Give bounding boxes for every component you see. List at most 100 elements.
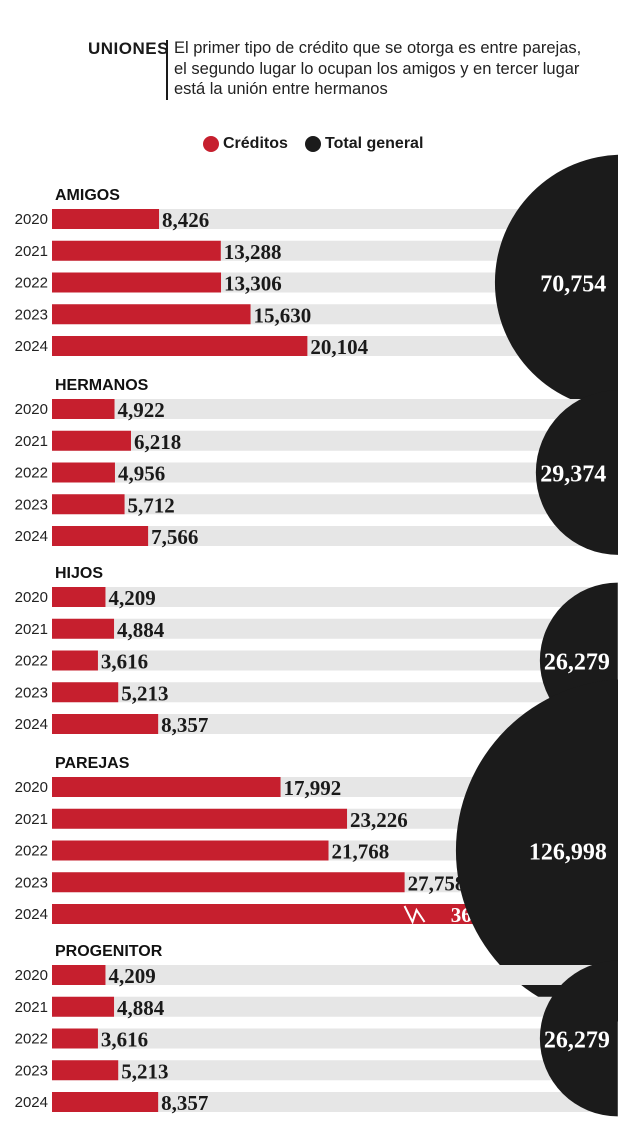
value-label: 13,306 (224, 272, 282, 296)
bar-parejas-2023 (52, 872, 405, 893)
value-label: 5,213 (121, 681, 168, 705)
bar-hermanos-2020 (52, 399, 115, 419)
year-label: 2022 (15, 843, 48, 860)
value-label: 6,218 (134, 430, 181, 454)
total-label: 70,754 (540, 272, 606, 298)
bar-hermanos-2022 (52, 462, 115, 483)
value-label: 5,712 (128, 493, 175, 517)
year-label: 2020 (15, 211, 48, 228)
kicker-divider (166, 40, 168, 100)
total-label: 26,279 (544, 650, 610, 676)
bar-parejas-2020 (52, 777, 281, 797)
value-label: 4,884 (117, 618, 165, 642)
bar-track (52, 714, 610, 734)
year-label: 2024 (15, 716, 48, 733)
bar-hijos-2022 (52, 650, 98, 671)
group-title-hijos: HIJOS (55, 565, 103, 582)
value-label: 5,213 (121, 1059, 168, 1083)
value-label: 15,630 (254, 303, 312, 327)
bar-track (52, 618, 610, 639)
bar-track (52, 682, 610, 703)
bar-amigos-2021 (52, 240, 221, 261)
year-label: 2021 (15, 621, 48, 638)
bar-track (52, 587, 610, 607)
value-label: 4,209 (108, 964, 155, 988)
group-title-hermanos: HERMANOS (55, 377, 149, 394)
axis-break-mark (403, 905, 426, 925)
year-label: 2024 (15, 338, 48, 355)
legend-label-total: Total general (325, 135, 424, 152)
bar-track (52, 209, 610, 229)
group-title-progenitor: PROGENITOR (55, 943, 163, 960)
value-label: 21,768 (332, 840, 390, 864)
total-label: 126,998 (529, 840, 607, 866)
year-label: 2022 (15, 275, 48, 292)
bar-progenitor-2022 (52, 1028, 98, 1049)
bar-progenitor-2020 (52, 965, 106, 985)
bar-hermanos-2023 (52, 494, 125, 515)
bar-hijos-2021 (52, 618, 115, 639)
year-label: 2022 (15, 653, 48, 670)
subtitle: El primer tipo de crédito que se otorga … (174, 39, 582, 98)
chart-header: UNIONES El primer tipo de crédito que se… (0, 0, 618, 190)
total-circle-progenitor (539, 960, 618, 1117)
legend-item-total: Total general (305, 134, 423, 154)
year-label: 2020 (15, 967, 48, 984)
bar-amigos-2022 (52, 272, 222, 293)
year-label: 2023 (15, 306, 48, 323)
group-title-amigos: AMIGOS (55, 187, 120, 204)
bar-track (52, 430, 610, 451)
year-label: 2024 (15, 906, 48, 923)
bar-track (52, 399, 610, 419)
value-label: 23,226 (350, 808, 408, 832)
bar-progenitor-2024 (52, 1092, 159, 1112)
red-dot-icon (203, 136, 219, 152)
bar-parejas-2024 (52, 904, 513, 924)
year-label: 2021 (15, 811, 48, 828)
bar-track (52, 965, 610, 985)
value-label: 4,956 (118, 462, 165, 486)
bar-track (52, 526, 610, 546)
year-label: 2020 (15, 589, 48, 606)
value-label: 8,426 (162, 208, 209, 232)
bar-hijos-2023 (52, 682, 119, 703)
total-circle-amigos (495, 154, 618, 411)
bar-progenitor-2021 (52, 996, 115, 1017)
year-label: 2024 (15, 528, 48, 545)
bar-amigos-2024 (52, 336, 308, 356)
bar-progenitor-2023 (52, 1060, 119, 1081)
bar-parejas-2022 (52, 840, 329, 861)
value-label: 4,884 (117, 996, 165, 1020)
legend-item-creditos: Créditos (203, 134, 288, 154)
bar-track (52, 1028, 610, 1049)
total-circle-hermanos (535, 390, 618, 555)
year-label: 2022 (15, 1031, 48, 1048)
group-title-parejas: PAREJAS (55, 755, 130, 772)
value-label: 20,104 (310, 335, 368, 359)
value-label: 3,616 (101, 650, 148, 674)
bar-hermanos-2024 (52, 526, 149, 546)
year-label: 2023 (15, 684, 48, 701)
bar-track (52, 494, 610, 515)
value-label: 7,566 (151, 525, 198, 549)
value-label: 13,288 (224, 240, 282, 264)
value-label: 8,357 (161, 1091, 208, 1115)
bar-amigos-2020 (52, 209, 160, 229)
bar-hijos-2020 (52, 587, 106, 607)
bar-track (52, 1060, 610, 1081)
bar-track (52, 462, 610, 483)
bar-track (52, 650, 610, 671)
total-label: 26,279 (544, 1028, 610, 1054)
year-label: 2021 (15, 243, 48, 260)
value-label: 27,758 (408, 871, 466, 895)
kicker: UNIONES (88, 39, 169, 58)
value-label: 4,209 (108, 586, 155, 610)
black-dot-icon (305, 136, 321, 152)
value-label: 3,616 (101, 1028, 148, 1052)
value-label: 4,922 (118, 398, 165, 422)
bar-track (52, 1092, 610, 1112)
year-label: 2023 (15, 874, 48, 891)
bar-parejas-2021 (52, 808, 348, 829)
year-label: 2021 (15, 433, 48, 450)
